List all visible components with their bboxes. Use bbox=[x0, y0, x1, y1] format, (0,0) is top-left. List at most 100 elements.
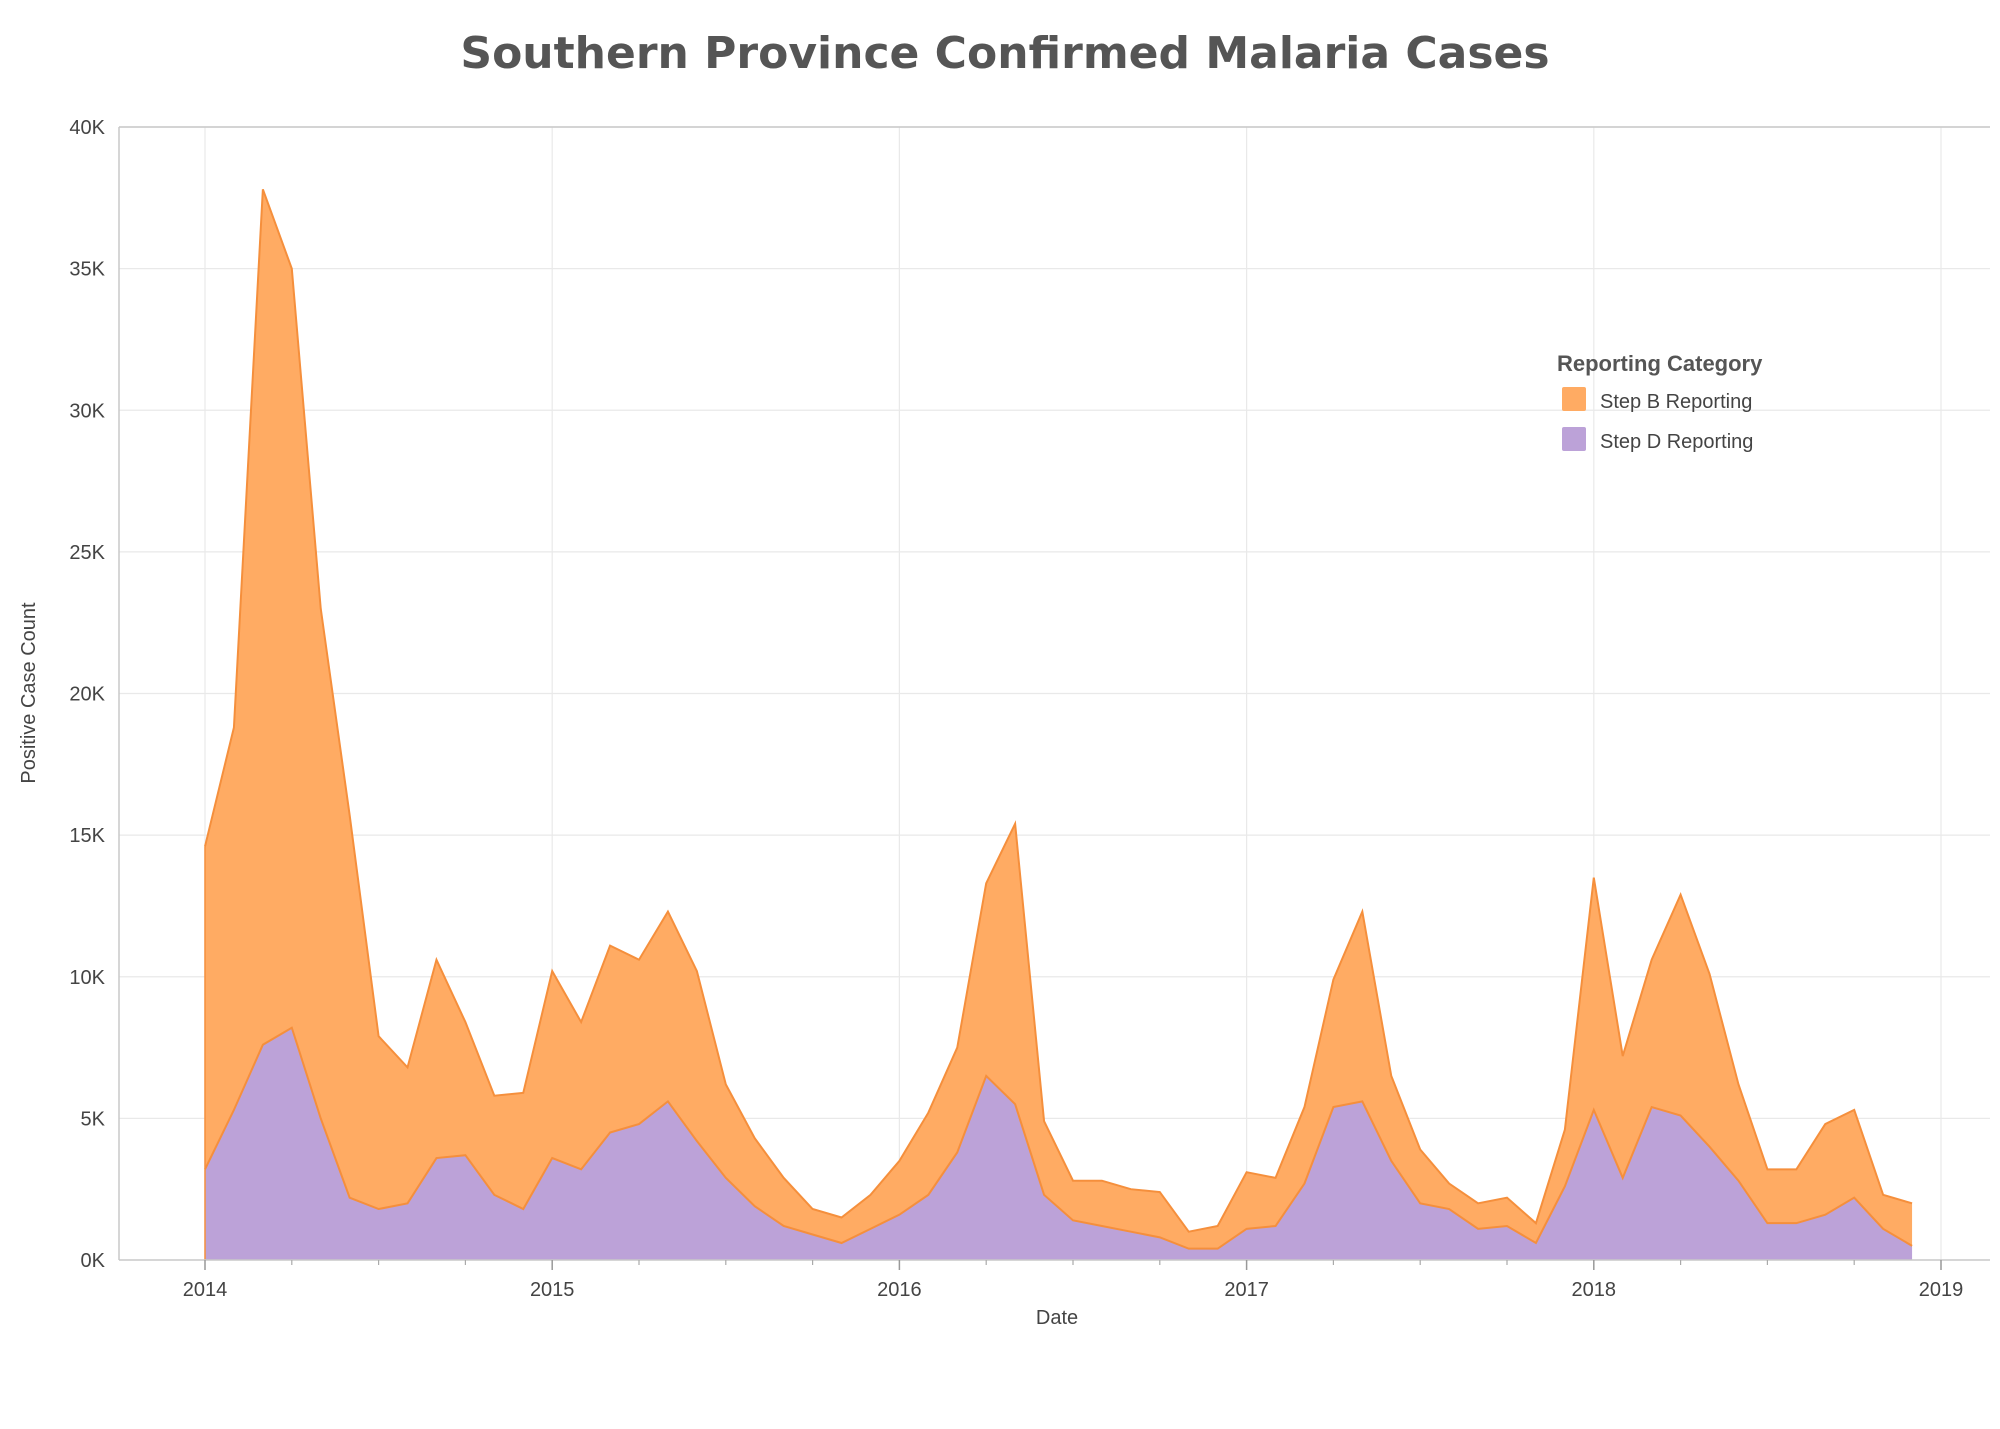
point-step-d[interactable] bbox=[1822, 1212, 1828, 1218]
point-step-b[interactable] bbox=[925, 1110, 931, 1116]
point-step-b[interactable] bbox=[607, 943, 613, 949]
point-step-b[interactable] bbox=[1880, 1192, 1886, 1198]
point-step-b[interactable] bbox=[665, 909, 671, 915]
point-step-d[interactable] bbox=[1157, 1234, 1163, 1240]
point-step-d[interactable] bbox=[636, 1121, 642, 1127]
point-step-b[interactable] bbox=[1388, 1073, 1394, 1079]
point-step-b[interactable] bbox=[1128, 1186, 1134, 1192]
point-step-b[interactable] bbox=[1475, 1200, 1481, 1206]
point-step-b[interactable] bbox=[231, 724, 237, 730]
point-step-b[interactable] bbox=[723, 1081, 729, 1087]
point-step-d[interactable] bbox=[665, 1098, 671, 1104]
legend-swatch-step-b[interactable] bbox=[1562, 387, 1586, 411]
point-step-b[interactable] bbox=[1215, 1223, 1221, 1229]
point-step-d[interactable] bbox=[491, 1192, 497, 1198]
point-step-d[interactable] bbox=[983, 1073, 989, 1079]
point-step-d[interactable] bbox=[1388, 1158, 1394, 1164]
point-step-b[interactable] bbox=[1330, 977, 1336, 983]
point-step-b[interactable] bbox=[1562, 1127, 1568, 1133]
point-step-d[interactable] bbox=[1417, 1200, 1423, 1206]
point-step-b[interactable] bbox=[781, 1175, 787, 1181]
point-step-d[interactable] bbox=[694, 1138, 700, 1144]
point-step-b[interactable] bbox=[1273, 1175, 1279, 1181]
point-step-d[interactable] bbox=[520, 1206, 526, 1212]
point-step-b[interactable] bbox=[1793, 1166, 1799, 1172]
point-step-b[interactable] bbox=[376, 1033, 382, 1039]
legend-swatch-step-d[interactable] bbox=[1562, 427, 1586, 451]
point-step-d[interactable] bbox=[231, 1107, 237, 1113]
point-step-d[interactable] bbox=[896, 1212, 902, 1218]
point-step-d[interactable] bbox=[405, 1200, 411, 1206]
point-step-b[interactable] bbox=[839, 1215, 845, 1221]
point-step-b[interactable] bbox=[520, 1090, 526, 1096]
point-step-b[interactable] bbox=[202, 843, 208, 849]
point-step-b[interactable] bbox=[260, 186, 266, 192]
point-step-d[interactable] bbox=[781, 1223, 787, 1229]
point-step-b[interactable] bbox=[433, 957, 439, 963]
point-step-d[interactable] bbox=[1793, 1220, 1799, 1226]
point-step-b[interactable] bbox=[983, 880, 989, 886]
point-step-d[interactable] bbox=[260, 1042, 266, 1048]
point-step-b[interactable] bbox=[1735, 1081, 1741, 1087]
point-step-d[interactable] bbox=[1099, 1223, 1105, 1229]
point-step-d[interactable] bbox=[1128, 1229, 1134, 1235]
point-step-d[interactable] bbox=[202, 1166, 208, 1172]
point-step-b[interactable] bbox=[1041, 1118, 1047, 1124]
point-step-b[interactable] bbox=[1446, 1181, 1452, 1187]
point-step-b[interactable] bbox=[636, 957, 642, 963]
point-step-b[interactable] bbox=[896, 1158, 902, 1164]
point-step-b[interactable] bbox=[1417, 1147, 1423, 1153]
point-step-b[interactable] bbox=[1244, 1169, 1250, 1175]
point-step-d[interactable] bbox=[1735, 1178, 1741, 1184]
point-step-b[interactable] bbox=[318, 606, 324, 612]
point-step-d[interactable] bbox=[1880, 1226, 1886, 1232]
point-step-d[interactable] bbox=[1764, 1220, 1770, 1226]
point-step-b[interactable] bbox=[694, 968, 700, 974]
point-step-b[interactable] bbox=[1678, 892, 1684, 898]
point-step-b[interactable] bbox=[462, 1019, 468, 1025]
point-step-b[interactable] bbox=[578, 1019, 584, 1025]
point-step-d[interactable] bbox=[1041, 1192, 1047, 1198]
point-step-d[interactable] bbox=[549, 1155, 555, 1161]
point-step-d[interactable] bbox=[752, 1203, 758, 1209]
point-step-d[interactable] bbox=[347, 1195, 353, 1201]
point-step-b[interactable] bbox=[1157, 1189, 1163, 1195]
point-step-d[interactable] bbox=[1620, 1175, 1626, 1181]
point-step-b[interactable] bbox=[1822, 1121, 1828, 1127]
point-step-b[interactable] bbox=[1504, 1195, 1510, 1201]
point-step-b[interactable] bbox=[1649, 957, 1655, 963]
point-step-b[interactable] bbox=[810, 1206, 816, 1212]
point-step-b[interactable] bbox=[1186, 1229, 1192, 1235]
point-step-d[interactable] bbox=[462, 1152, 468, 1158]
point-step-b[interactable] bbox=[405, 1064, 411, 1070]
point-step-d[interactable] bbox=[1533, 1240, 1539, 1246]
point-step-d[interactable] bbox=[723, 1175, 729, 1181]
point-step-b[interactable] bbox=[1764, 1166, 1770, 1172]
point-step-b[interactable] bbox=[867, 1192, 873, 1198]
point-step-b[interactable] bbox=[549, 968, 555, 974]
point-step-b[interactable] bbox=[347, 812, 353, 818]
point-step-b[interactable] bbox=[289, 266, 295, 272]
point-step-b[interactable] bbox=[1359, 909, 1365, 915]
point-step-b[interactable] bbox=[491, 1093, 497, 1099]
point-step-d[interactable] bbox=[1446, 1206, 1452, 1212]
point-step-b[interactable] bbox=[1301, 1104, 1307, 1110]
point-step-d[interactable] bbox=[1273, 1223, 1279, 1229]
point-step-d[interactable] bbox=[839, 1240, 845, 1246]
point-step-d[interactable] bbox=[1330, 1104, 1336, 1110]
point-step-d[interactable] bbox=[1851, 1195, 1857, 1201]
point-step-d[interactable] bbox=[1707, 1144, 1713, 1150]
point-step-d[interactable] bbox=[1909, 1243, 1915, 1249]
point-step-d[interactable] bbox=[1504, 1223, 1510, 1229]
point-step-d[interactable] bbox=[1215, 1246, 1221, 1252]
point-step-d[interactable] bbox=[810, 1232, 816, 1238]
point-step-b[interactable] bbox=[1591, 875, 1597, 881]
area-step-d-reporting[interactable] bbox=[205, 1027, 1913, 1260]
point-step-d[interactable] bbox=[1678, 1113, 1684, 1119]
point-step-d[interactable] bbox=[1186, 1246, 1192, 1252]
point-step-b[interactable] bbox=[1707, 971, 1713, 977]
area-step-b-reporting[interactable] bbox=[205, 189, 1913, 1249]
point-step-d[interactable] bbox=[289, 1025, 295, 1031]
point-step-d[interactable] bbox=[318, 1115, 324, 1121]
point-step-b[interactable] bbox=[1070, 1178, 1076, 1184]
